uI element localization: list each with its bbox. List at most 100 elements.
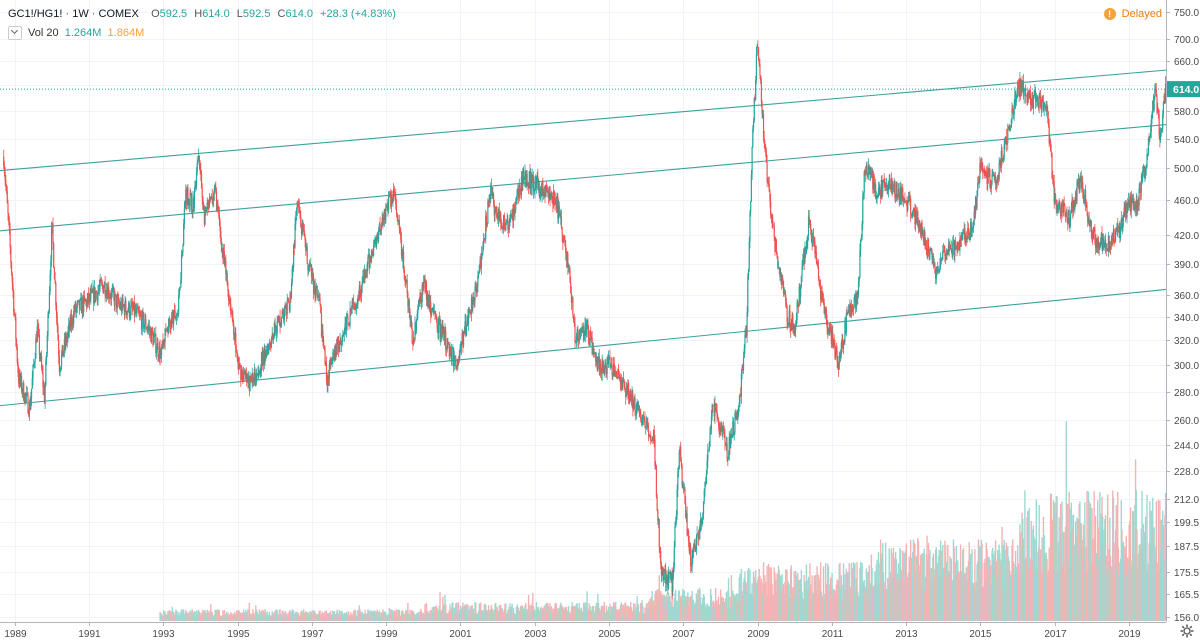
volume-bar bbox=[957, 560, 959, 621]
time-axis[interactable]: 1989 1991 1993 1995 1997 1999 2001 2003 2005 2007… bbox=[0, 622, 1166, 640]
candle-body bbox=[216, 203, 218, 212]
volume-bar bbox=[455, 609, 458, 621]
trendline-1[interactable] bbox=[0, 69, 1167, 172]
volume-bar bbox=[161, 615, 163, 621]
candle-body bbox=[1008, 126, 1010, 130]
candle-body bbox=[825, 309, 827, 313]
volume-bar bbox=[599, 609, 601, 621]
candle-body bbox=[50, 228, 53, 262]
volume-bar bbox=[346, 615, 348, 621]
candle-body bbox=[255, 378, 257, 382]
trendline-2[interactable] bbox=[0, 124, 1167, 232]
candle-body bbox=[178, 295, 180, 314]
volume-bar bbox=[238, 611, 241, 621]
candle-body bbox=[380, 230, 382, 232]
volume-bar bbox=[832, 594, 834, 621]
volume-bar bbox=[812, 592, 815, 621]
volume-bar bbox=[559, 605, 561, 621]
volume-bar bbox=[232, 613, 234, 621]
candle-body bbox=[873, 176, 875, 190]
volume-bar bbox=[1164, 514, 1166, 621]
volume-bar bbox=[1069, 532, 1072, 621]
gear-icon[interactable] bbox=[1180, 624, 1194, 638]
volume-bar bbox=[892, 577, 894, 621]
volume-bar bbox=[403, 613, 406, 621]
candle-body bbox=[215, 191, 218, 212]
candle-body bbox=[715, 409, 717, 412]
volume-bar bbox=[187, 612, 189, 621]
candle-body bbox=[18, 373, 21, 384]
volume-bar bbox=[607, 610, 609, 621]
candle-body bbox=[887, 183, 890, 192]
candle-body bbox=[550, 193, 553, 195]
candle-body bbox=[1134, 204, 1137, 210]
candle-body bbox=[1130, 198, 1132, 212]
volume-bar bbox=[691, 590, 693, 621]
collapse-chevron-icon[interactable] bbox=[8, 26, 22, 40]
candle-body bbox=[140, 316, 143, 330]
candle-body bbox=[123, 305, 125, 307]
candle-body bbox=[700, 519, 702, 526]
volume-bar bbox=[757, 579, 759, 621]
candle-body bbox=[857, 281, 860, 295]
candle-body bbox=[876, 195, 878, 197]
candle-body bbox=[358, 296, 360, 300]
trendlines[interactable] bbox=[0, 69, 1167, 407]
volume-bar bbox=[237, 615, 239, 621]
volume-bar bbox=[1037, 570, 1039, 621]
candle-body bbox=[1034, 91, 1036, 95]
candle-body bbox=[476, 286, 478, 293]
candle-body bbox=[368, 254, 370, 258]
volume-bar bbox=[514, 613, 516, 621]
candle-body bbox=[683, 488, 685, 490]
volume-bar bbox=[1039, 554, 1041, 621]
volume-bar bbox=[219, 615, 221, 621]
candle-body bbox=[868, 165, 870, 168]
volume-bar bbox=[913, 542, 915, 621]
volume-bar bbox=[618, 610, 620, 621]
volume-bar bbox=[328, 612, 331, 621]
volume-bar bbox=[202, 612, 205, 621]
candle-body bbox=[794, 330, 796, 334]
volume-bar bbox=[1087, 572, 1089, 621]
volume-bar bbox=[619, 608, 621, 621]
volume-bar bbox=[841, 584, 843, 621]
volume-bar bbox=[1041, 537, 1043, 621]
volume-bar bbox=[654, 590, 657, 621]
candle-body bbox=[1044, 105, 1046, 107]
volume-bar bbox=[992, 554, 995, 621]
candle-body bbox=[875, 196, 877, 199]
volume-bar bbox=[293, 613, 296, 621]
trendline-3[interactable] bbox=[0, 288, 1167, 407]
candle-body bbox=[761, 102, 763, 115]
candle-body bbox=[280, 318, 283, 326]
candle-body bbox=[729, 436, 731, 449]
volume-bar bbox=[492, 612, 495, 621]
volume-bar bbox=[245, 610, 247, 621]
volume-bar bbox=[367, 610, 370, 621]
candle-body bbox=[1097, 240, 1099, 248]
delayed-badge[interactable]: ! Delayed bbox=[1103, 8, 1162, 20]
candle-body bbox=[460, 343, 463, 348]
volume-bar bbox=[887, 578, 889, 621]
candle-body bbox=[499, 213, 501, 220]
volume-bar bbox=[856, 561, 858, 621]
candle-body bbox=[895, 196, 897, 198]
volume-bar bbox=[1159, 551, 1162, 621]
volume-bar bbox=[325, 613, 327, 621]
candle-body bbox=[425, 282, 427, 292]
candle-body bbox=[691, 556, 693, 568]
symbol-name[interactable]: GC1!/HG1! bbox=[8, 8, 63, 20]
candle-body bbox=[27, 394, 29, 414]
volume-bar bbox=[638, 611, 640, 621]
candle-body bbox=[243, 373, 245, 381]
volume-bar bbox=[752, 595, 754, 621]
volume-bar bbox=[305, 611, 307, 621]
candle-body bbox=[93, 287, 95, 304]
candle-body bbox=[532, 176, 534, 178]
volume-bar bbox=[246, 611, 248, 621]
candle-body bbox=[972, 227, 974, 229]
candle-body bbox=[302, 224, 304, 228]
